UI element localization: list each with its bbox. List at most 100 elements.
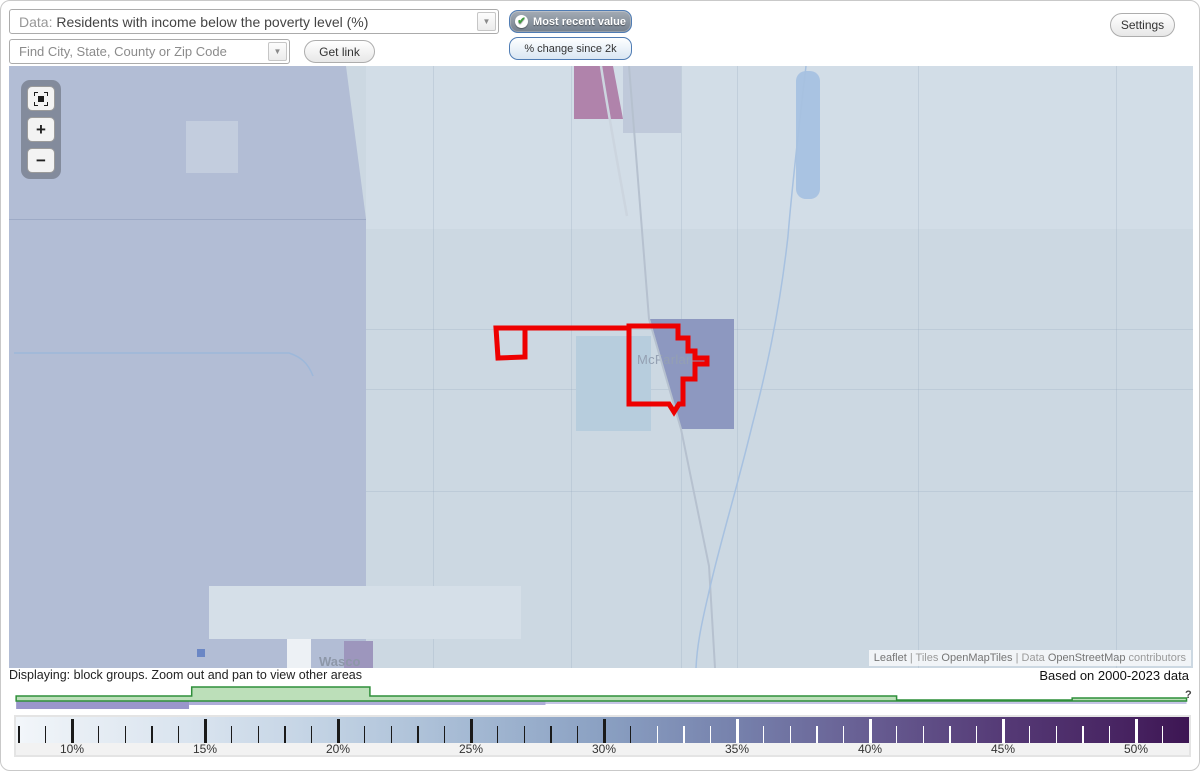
map-road: [433, 66, 434, 668]
map-road: [918, 66, 919, 668]
openstreetmap-link[interactable]: OpenStreetMap: [1047, 652, 1126, 664]
legend-tick: [1001, 719, 1005, 743]
water-feature: [796, 71, 820, 199]
legend-label: 10%: [59, 742, 85, 756]
legend-label: 40%: [857, 742, 883, 756]
data-vintage-text: Based on 2000-2023 data: [1039, 668, 1189, 683]
legend-label: 45%: [990, 742, 1016, 756]
map-river: [14, 352, 314, 377]
check-icon: ✔: [515, 15, 529, 28]
find-location-input[interactable]: Find City, State, County or Zip Code ▼: [9, 39, 290, 64]
map-river: [695, 66, 807, 668]
city-label-wasco: Wasco: [319, 654, 361, 668]
map-building: [197, 649, 205, 657]
legend-label: 15%: [192, 742, 218, 756]
map-road: [366, 389, 1193, 390]
legend-label: 20%: [325, 742, 351, 756]
chevron-down-icon[interactable]: ▼: [477, 12, 496, 31]
legend-label: 25%: [458, 742, 484, 756]
legend-tick: [390, 726, 392, 743]
legend-tick: [70, 719, 74, 743]
legend-label: 50%: [1123, 742, 1149, 756]
legend-tick: [496, 726, 499, 743]
map-road: [737, 66, 738, 668]
fullscreen-button[interactable]: [27, 86, 55, 111]
map-road: [366, 329, 1193, 330]
legend-tick: [816, 726, 818, 743]
settings-button[interactable]: Settings: [1110, 13, 1175, 37]
purple-distribution-bar: [545, 701, 1187, 704]
map-vector-layer: [14, 66, 807, 668]
purple-distribution-bar: [16, 701, 190, 709]
map-field-patch: [209, 586, 521, 639]
data-select-label: Data:: [19, 13, 53, 30]
find-location-placeholder: Find City, State, County or Zip Code: [19, 44, 227, 59]
legend-tick: [523, 726, 525, 743]
legend-tick: [949, 726, 951, 743]
map-boundary-line: [9, 219, 366, 220]
selected-area-main[interactable]: [626, 323, 710, 417]
selected-area-outline[interactable]: [493, 323, 710, 417]
legend-label: 35%: [724, 742, 750, 756]
legend-label: 30%: [591, 742, 617, 756]
most-recent-value-button[interactable]: ✔ Most recent value: [509, 10, 632, 33]
legend-tick: [18, 726, 20, 743]
legend-tick: [257, 726, 259, 743]
legend-tick: [683, 726, 685, 743]
map-field-patch: [186, 121, 238, 173]
chevron-down-icon[interactable]: ▼: [268, 42, 287, 61]
legend-tick: [1134, 719, 1138, 743]
legend-tick: [629, 726, 632, 743]
legend-tick: [1055, 726, 1057, 743]
map-zoom-control: + −: [21, 80, 61, 179]
map-field-patch: [287, 639, 311, 668]
map-attribution: Leaflet | Tiles OpenMapTiles | Data Open…: [868, 650, 1191, 666]
openmaptiles-link[interactable]: OpenMapTiles: [941, 652, 1013, 664]
get-link-button[interactable]: Get link: [304, 40, 375, 63]
legend-tick: [230, 726, 233, 743]
selected-area-west-parcel[interactable]: [493, 325, 528, 361]
percent-change-button[interactable]: % change since 2k: [509, 37, 632, 60]
legend-tick: [1161, 726, 1164, 743]
legend-tick: [177, 726, 180, 743]
displaying-status-text: Displaying: block groups. Zoom out and p…: [9, 668, 362, 682]
legend-tick: [789, 726, 791, 743]
block-group-low-value[interactable]: [576, 336, 651, 431]
zoom-in-button[interactable]: +: [27, 117, 55, 142]
data-select-value: Data: Residents with income below the po…: [19, 13, 369, 30]
map-canvas[interactable]: McFarland Wasco + − Leaflet | Tile: [9, 66, 1193, 668]
legend-tick: [443, 726, 446, 743]
legend-tick: [203, 719, 207, 743]
map-railroad: [628, 66, 716, 668]
map-road: [571, 66, 572, 668]
block-group-small[interactable]: [344, 641, 373, 668]
legend-tick: [656, 726, 658, 743]
data-select[interactable]: Data: Residents with income below the po…: [9, 9, 499, 34]
legend-tick: [602, 719, 606, 743]
color-scale-legend: 10% 15% 20% 25% 30% 35% 40% 45% 50%: [14, 715, 1191, 757]
fullscreen-icon: [34, 91, 48, 106]
legend-tick: [44, 726, 47, 743]
legend-tick: [922, 726, 924, 743]
legend-help-icon[interactable]: ?: [1185, 689, 1192, 701]
legend-tick: [310, 726, 313, 743]
legend-tick: [868, 719, 872, 743]
legend-tick: [469, 719, 473, 743]
map-road: [366, 491, 1193, 492]
city-label-mcfarland: McFarland: [637, 352, 702, 367]
zoom-out-button[interactable]: −: [27, 148, 55, 173]
purple-distribution-bar: [189, 701, 546, 705]
green-distribution-outline: [15, 686, 1188, 702]
value-distribution-histogram: [15, 686, 1188, 709]
leaflet-link[interactable]: Leaflet: [873, 652, 907, 664]
map-road: [1116, 66, 1117, 668]
legend-label-strip: [16, 743, 1189, 755]
legend-tick: [709, 726, 712, 743]
legend-tick: [762, 726, 765, 743]
legend-tick: [975, 726, 978, 743]
legend-tick: [895, 726, 898, 743]
legend-tick: [336, 719, 340, 743]
legend-tick: [284, 726, 286, 743]
legend-tick: [417, 726, 419, 743]
